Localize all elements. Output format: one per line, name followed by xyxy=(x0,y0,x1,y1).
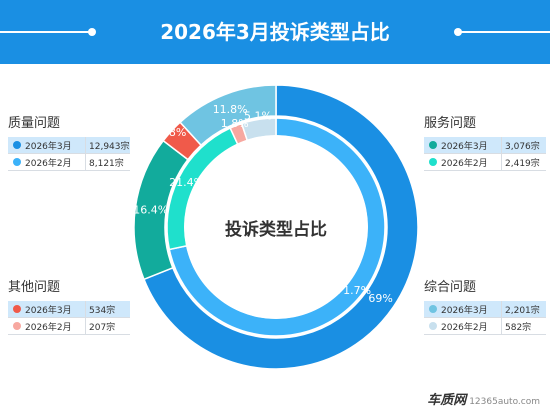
page-title: 2026年3月投诉类型占比 xyxy=(150,20,400,44)
legend-separator xyxy=(501,301,502,317)
legend-value: 534宗 xyxy=(89,305,116,316)
legend-month: 2026年2月 xyxy=(441,158,488,169)
watermark-url: 12365auto.com xyxy=(469,397,540,407)
outer-ring-label-0: 69% xyxy=(368,292,392,305)
outer-ring-label-3: 11.8% xyxy=(213,103,248,116)
header-divider-left xyxy=(0,31,92,33)
legend-swatch xyxy=(429,322,437,330)
legend-month: 2026年3月 xyxy=(25,141,72,152)
legend-separator xyxy=(85,154,86,170)
legend-row: 2026年2月 582宗 xyxy=(424,318,546,335)
legend-title-service: 服务问题 xyxy=(424,116,477,131)
legend-separator xyxy=(85,301,86,317)
legend-month: 2026年3月 xyxy=(441,305,488,316)
header-dot-right xyxy=(454,28,462,36)
header-dot-left xyxy=(88,28,96,36)
legend-value: 8,121宗 xyxy=(89,158,124,169)
legend-month: 2026年2月 xyxy=(441,322,488,333)
inner-ring-label-3: 5.1% xyxy=(244,109,272,122)
legend-value: 2,201宗 xyxy=(505,305,540,316)
legend-separator xyxy=(501,137,502,153)
legend-title-general: 综合问题 xyxy=(424,280,477,295)
legend-swatch xyxy=(429,141,437,149)
legend-row: 2026年3月 2,201宗 xyxy=(424,301,546,318)
header-divider-right xyxy=(458,31,550,33)
legend-service: 服务问题 2026年3月 3,076宗 2026年2月 2,419宗 xyxy=(424,112,546,171)
legend-separator xyxy=(501,318,502,334)
legend-title-quality: 质量问题 xyxy=(8,116,61,131)
legend-row: 2026年2月 8,121宗 xyxy=(8,154,130,171)
legend-row: 2026年3月 12,943宗 xyxy=(8,137,130,154)
legend-month: 2026年3月 xyxy=(441,141,488,152)
legend-row: 2026年2月 207宗 xyxy=(8,318,130,335)
outer-ring-label-2: 2.8% xyxy=(158,126,186,139)
legend-value: 582宗 xyxy=(505,322,532,333)
legend-separator xyxy=(85,318,86,334)
donut-hole xyxy=(184,135,368,319)
outer-ring-label-1: 16.4% xyxy=(133,204,168,217)
center-label: 投诉类型占比 xyxy=(225,219,327,240)
watermark-brand: 车质网 xyxy=(427,393,467,408)
inner-ring-label-2: 1.8% xyxy=(221,117,249,130)
legend-separator xyxy=(85,137,86,153)
legend-row: 2026年2月 2,419宗 xyxy=(424,154,546,171)
legend-value: 12,943宗 xyxy=(89,141,130,152)
legend-other: 其他问题 2026年3月 534宗 2026年2月 207宗 xyxy=(8,276,130,335)
legend-title-other: 其他问题 xyxy=(8,280,61,295)
title-bar: 2026年3月投诉类型占比 xyxy=(0,0,550,64)
legend-month: 2026年2月 xyxy=(25,322,72,333)
outer-ring-slice-3 xyxy=(179,84,277,147)
legend-month: 2026年3月 xyxy=(25,305,72,316)
legend-swatch xyxy=(429,305,437,313)
inner-ring-label-1: 21.4% xyxy=(169,176,204,189)
legend-quality: 质量问题 2026年3月 12,943宗 2026年2月 8,121宗 xyxy=(8,112,130,171)
legend-swatch xyxy=(13,158,21,166)
legend-general: 综合问题 2026年3月 2,201宗 2026年2月 582宗 xyxy=(424,276,546,335)
inner-ring-label-0: 71.7% xyxy=(336,284,371,297)
legend-value: 3,076宗 xyxy=(505,141,540,152)
legend-value: 207宗 xyxy=(89,322,116,333)
legend-swatch xyxy=(13,322,21,330)
legend-row: 2026年3月 534宗 xyxy=(8,301,130,318)
legend-swatch xyxy=(13,305,21,313)
outer-ring-slice-0 xyxy=(142,84,419,370)
legend-swatch xyxy=(429,158,437,166)
legend-row: 2026年3月 3,076宗 xyxy=(424,137,546,154)
legend-month: 2026年2月 xyxy=(25,158,72,169)
legend-value: 2,419宗 xyxy=(505,158,540,169)
legend-swatch xyxy=(13,141,21,149)
watermark: 车质网 12365auto.com xyxy=(427,389,540,408)
legend-separator xyxy=(501,154,502,170)
